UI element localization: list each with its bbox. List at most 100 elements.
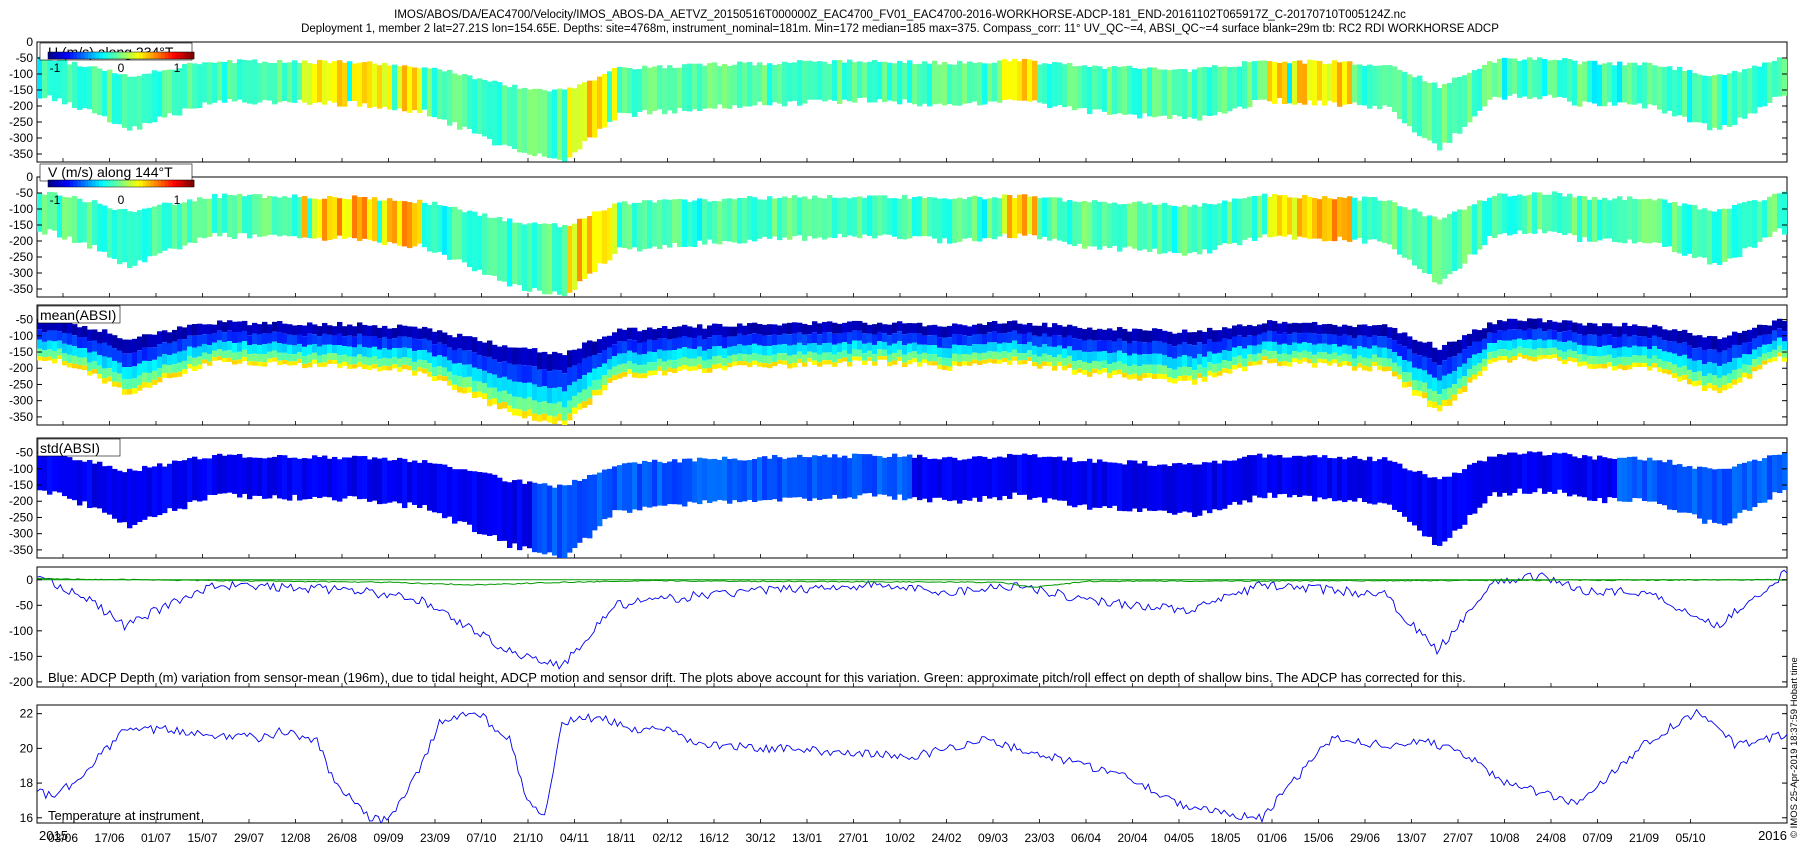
heatmap-cell: [372, 197, 378, 242]
heatmap-cell: [1287, 362, 1293, 367]
mean-absi-heatmap: [37, 318, 1787, 425]
colorbar-segment: [190, 180, 195, 187]
heatmap-cell: [197, 459, 203, 502]
heatmap-cell: [532, 413, 538, 421]
heatmap-cell: [137, 363, 143, 376]
heatmap-cell: [507, 379, 513, 394]
heatmap-cell: [567, 367, 573, 386]
heatmap-cell: [1357, 64, 1363, 106]
heatmap-cell: [1017, 194, 1023, 234]
heatmap-cell: [1692, 468, 1698, 515]
heatmap-cell: [107, 345, 113, 358]
heatmap-cell: [67, 322, 73, 334]
heatmap-cell: [1077, 339, 1083, 351]
heatmap-cell: [652, 459, 658, 507]
heatmap-cell: [1517, 338, 1523, 347]
heatmap-cell: [972, 352, 978, 360]
heatmap-cell: [592, 211, 598, 273]
heatmap-cell: [727, 326, 733, 337]
heatmap-cell: [1432, 477, 1438, 546]
heatmap-cell: [1322, 63, 1328, 106]
heatmap-cell: [737, 344, 743, 354]
heatmap-cell: [1272, 455, 1278, 498]
heatmap-cell: [1582, 361, 1588, 366]
heatmap-cell: [402, 356, 408, 365]
heatmap-cell: [827, 195, 833, 238]
heatmap-cell: [227, 357, 233, 362]
heatmap-cell: [1002, 342, 1008, 352]
heatmap-cell: [422, 67, 428, 110]
heatmap-cell: [1462, 349, 1468, 364]
heatmap-cell: [162, 466, 168, 514]
heatmap-cell: [1567, 58, 1573, 102]
heatmap-cell: [387, 198, 393, 242]
heatmap-cell: [1737, 357, 1743, 369]
heatmap-cell: [1637, 362, 1643, 367]
heatmap-cell: [377, 359, 383, 368]
heatmap-cell: [297, 334, 303, 344]
heatmap-cell: [1647, 63, 1653, 105]
heatmap-cell: [507, 363, 513, 380]
heatmap-cell: [1177, 68, 1183, 117]
heatmap-cell: [1567, 320, 1573, 331]
mean-absi-y-axis: -50-100-150-200-250-300-350: [9, 313, 1787, 424]
heatmap-cell: [37, 339, 43, 349]
heatmap-cell: [1072, 326, 1078, 339]
heatmap-cell: [1572, 351, 1578, 359]
heatmap-cell: [1537, 328, 1543, 339]
heatmap-cell: [1457, 388, 1463, 394]
heatmap-cell: [242, 457, 248, 494]
heatmap-cell: [1562, 452, 1568, 493]
colorbar-segment: [168, 52, 173, 59]
heatmap-cell: [1372, 65, 1378, 106]
heatmap-cell: [737, 323, 743, 334]
heatmap-cell: [457, 348, 463, 364]
heatmap-cell: [1077, 66, 1083, 109]
heatmap-cell: [627, 204, 633, 250]
heatmap-cell: [812, 360, 818, 365]
heatmap-cell: [527, 382, 533, 398]
heatmap-cell: [272, 321, 278, 332]
colorbar-segment: [128, 180, 133, 187]
heatmap-cell: [777, 344, 783, 354]
heatmap-cell: [1672, 202, 1678, 253]
heatmap-cell: [1742, 364, 1748, 373]
heatmap-cell: [547, 91, 553, 159]
heatmap-cell: [467, 336, 473, 351]
heatmap-cell: [677, 358, 683, 367]
y-tick-label: -50: [16, 51, 34, 65]
heatmap-cell: [1592, 60, 1598, 104]
heatmap-cell: [772, 345, 778, 355]
heatmap-cell: [1332, 334, 1338, 345]
heatmap-cell: [1782, 350, 1787, 358]
heatmap-cell: [1062, 348, 1068, 359]
heatmap-cell: [1567, 330, 1573, 341]
heatmap-cell: [1382, 358, 1388, 367]
heatmap-cell: [397, 200, 403, 246]
heatmap-cell: [397, 457, 403, 504]
heatmap-cell: [847, 362, 853, 367]
heatmap-cell: [917, 333, 923, 345]
heatmap-cell: [522, 365, 528, 383]
heatmap-cell: [957, 362, 963, 367]
heatmap-cell: [1682, 365, 1688, 375]
heatmap-cell: [1657, 66, 1663, 110]
heatmap-cell: [987, 358, 993, 363]
heatmap-cell: [1057, 361, 1063, 366]
heatmap-cell: [1202, 367, 1208, 377]
heatmap-cell: [847, 198, 853, 236]
heatmap-cell: [142, 73, 148, 123]
heatmap-cell: [447, 69, 453, 126]
heatmap-cell: [937, 326, 943, 338]
heatmap-cell: [1747, 354, 1753, 366]
heatmap-cell: [152, 370, 158, 380]
heatmap-cell: [187, 199, 193, 243]
heatmap-cell: [1252, 354, 1258, 362]
heatmap-cell: [1142, 460, 1148, 509]
heatmap-cell: [1037, 64, 1043, 103]
heatmap-cell: [1192, 464, 1198, 518]
heatmap-cell: [692, 358, 698, 367]
heatmap-cell: [722, 337, 728, 349]
heatmap-cell: [1572, 60, 1578, 106]
